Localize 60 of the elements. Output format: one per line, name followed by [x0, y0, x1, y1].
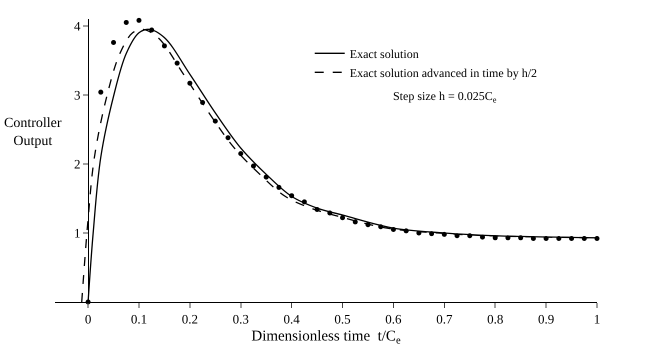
point	[98, 90, 104, 95]
point	[569, 236, 574, 241]
y-tick-label: 4	[74, 18, 81, 34]
point	[416, 230, 422, 236]
point	[442, 232, 447, 237]
point	[594, 236, 600, 241]
point	[352, 219, 358, 224]
point	[518, 235, 524, 240]
point	[314, 207, 320, 212]
x-tick-label: 0.5	[334, 312, 351, 327]
point	[264, 174, 269, 180]
x-tick-label: 0	[84, 312, 92, 327]
y-axis-title: Controller Output	[4, 116, 62, 150]
point	[174, 60, 180, 66]
point	[505, 235, 510, 240]
point	[467, 233, 472, 238]
point	[226, 135, 231, 140]
x-tick-label: 0.9	[538, 312, 554, 327]
point	[480, 234, 485, 240]
point	[238, 151, 244, 156]
point	[250, 164, 256, 169]
point	[492, 235, 498, 240]
y-tick-label: 3	[74, 87, 80, 102]
point	[187, 80, 192, 86]
point	[136, 18, 142, 23]
point	[327, 210, 332, 216]
point	[365, 222, 370, 228]
point	[340, 215, 346, 220]
x-tick-label: 1	[594, 312, 600, 327]
point	[378, 224, 384, 230]
x-tick-label: 0.6	[385, 312, 402, 327]
point	[454, 233, 460, 238]
point	[149, 28, 154, 33]
point	[390, 227, 396, 232]
annotation: Step size h = 0.025C$_{e}$	[393, 89, 497, 105]
x-tick-label: 0.3	[232, 312, 249, 327]
point	[111, 40, 116, 45]
x-tick-label: 0.8	[487, 312, 504, 327]
point	[530, 236, 536, 241]
point	[124, 20, 129, 25]
point	[556, 236, 562, 241]
legend-label: Exact solution advanced in time by h/2	[350, 66, 538, 80]
y-tick-label: 2	[74, 156, 80, 172]
x-tick-label: 0.7	[436, 312, 453, 327]
point	[162, 43, 167, 48]
point	[404, 228, 409, 234]
x-tick-label: 0.1	[130, 312, 148, 327]
x-axis-title: Dimensionless time t/C$_{e}$	[251, 328, 401, 347]
point	[429, 231, 434, 236]
point	[582, 236, 587, 241]
point	[544, 236, 549, 241]
x-tick-label: 0.2	[182, 312, 198, 327]
point	[302, 199, 307, 204]
point	[276, 184, 282, 190]
point	[200, 100, 206, 106]
point	[212, 118, 218, 124]
x-tick-label: 0.4	[284, 312, 300, 327]
point	[289, 193, 294, 198]
legend-label: Exact solution	[350, 46, 419, 61]
y-tick-label: 1	[74, 226, 80, 241]
